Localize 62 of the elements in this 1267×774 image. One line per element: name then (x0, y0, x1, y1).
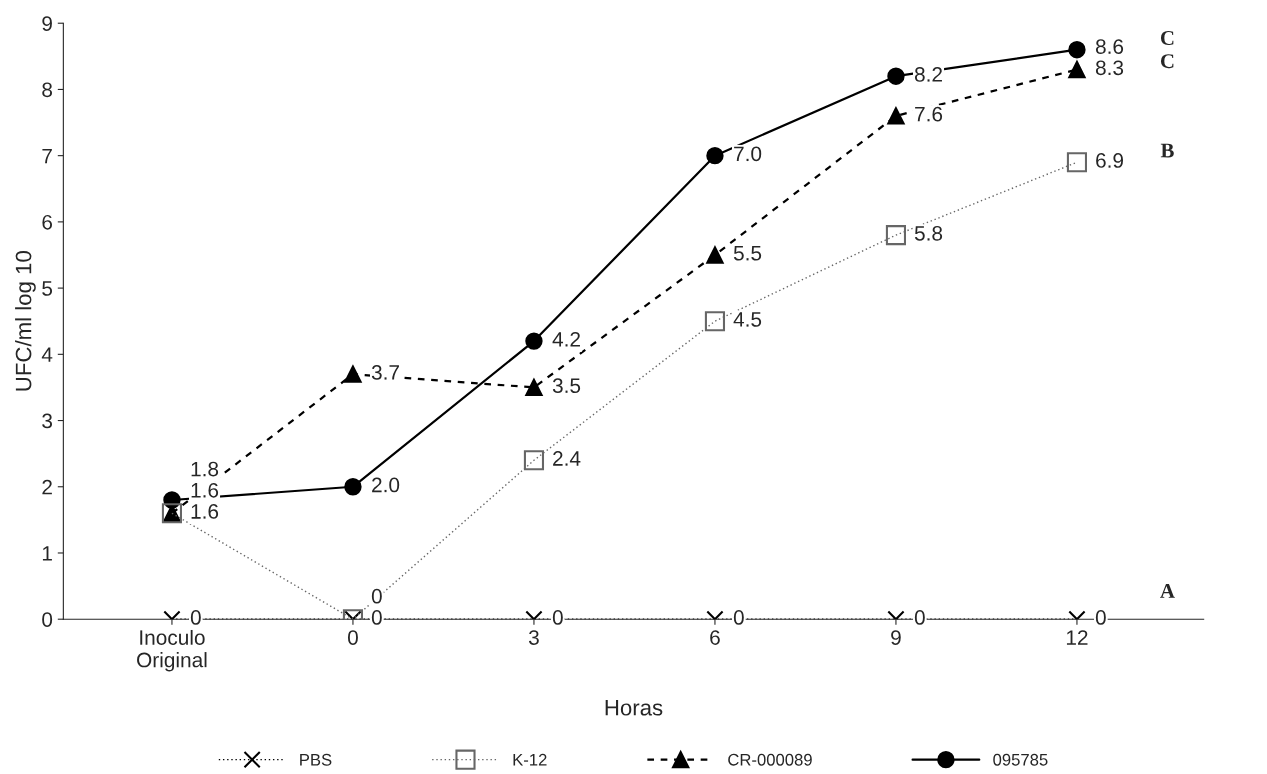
point (887, 107, 905, 125)
point (1068, 41, 1086, 59)
data-label: 0 (914, 610, 925, 625)
y-tick-label: 5 (42, 281, 53, 296)
y-tick-label: 6 (42, 214, 53, 230)
data-label: 8.2 (914, 67, 942, 82)
y-tick-label: 7 (42, 148, 52, 164)
point (344, 365, 362, 383)
point (1068, 60, 1086, 79)
data-label: 0 (190, 610, 201, 625)
data-label: 0 (1095, 610, 1106, 625)
data-label: 3.5 (552, 378, 581, 394)
data-label: 6.9 (1096, 153, 1124, 168)
data-label: 5.8 (914, 225, 943, 241)
x-tick-label: 6 (710, 630, 720, 645)
point (887, 67, 905, 85)
data-label: 2.0 (372, 477, 400, 493)
x-tick-label: 0 (347, 630, 358, 645)
data-label: 0 (371, 588, 382, 604)
y-tick-label: 8 (42, 82, 53, 98)
x-tick-label: 3 (528, 630, 539, 645)
data-label: 2.4 (553, 451, 581, 466)
data-label: 1.6 (191, 504, 219, 519)
data-label: 3.7 (371, 365, 399, 380)
data-label: 0 (552, 610, 563, 625)
annotation: C (1160, 30, 1174, 45)
legend-label: CR-000089 (728, 753, 812, 766)
data-label: 4.5 (733, 312, 762, 327)
point (706, 246, 724, 264)
data-label: 8.3 (1095, 60, 1124, 76)
point (1066, 152, 1088, 173)
y-tick-label: 3 (42, 413, 53, 429)
y-tick-label: 4 (41, 347, 53, 362)
legend-label: K-12 (513, 753, 547, 766)
point (704, 311, 726, 332)
point (525, 378, 543, 397)
data-label: 8.6 (1095, 39, 1124, 54)
y-tick-label: 1 (42, 546, 52, 561)
legend-label: PBS (300, 753, 332, 766)
y-tick-label: 9 (42, 16, 52, 31)
y-tick-label: 0 (42, 612, 53, 627)
point (525, 332, 543, 350)
data-label: 7.6 (915, 106, 943, 122)
annotation: B (1160, 143, 1174, 158)
x-tick-label: Inoculo Original (137, 629, 207, 672)
data-label: 0 (733, 610, 744, 625)
data-label: 0 (371, 610, 382, 625)
point (706, 146, 724, 165)
legend-label: 095785 (993, 753, 1048, 766)
data-label: 1.8 (191, 461, 219, 477)
data-label: 5.5 (733, 246, 762, 261)
point (885, 225, 907, 246)
x-axis-title: Horas (605, 700, 663, 716)
y-axis-title: UFC/ml log 10 (15, 251, 36, 391)
x-tick-label: 9 (891, 630, 901, 645)
x-tick-label: 12 (1066, 630, 1088, 645)
data-label: 7.0 (734, 146, 762, 162)
data-label: 4.2 (552, 331, 580, 347)
annotation: C (1160, 54, 1174, 69)
annotation: A (1160, 583, 1175, 598)
data-label: 1.6 (191, 482, 219, 498)
y-tick-label: 2 (42, 479, 52, 495)
